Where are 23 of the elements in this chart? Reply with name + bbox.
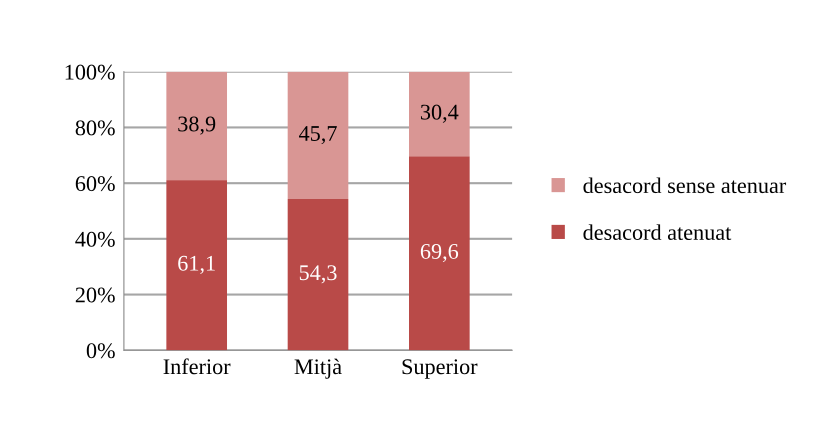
- bar: [409, 156, 470, 350]
- legend-label: desacord atenuat: [583, 224, 732, 240]
- bar: [166, 180, 228, 350]
- x-tick-label: Inferior: [164, 358, 230, 374]
- bar: [288, 199, 348, 350]
- bar: [288, 72, 348, 200]
- y-tick-label: 0%: [86, 343, 115, 358]
- data-label: 61,1: [178, 256, 215, 274]
- x-tick-label: Superior: [402, 359, 478, 379]
- data-label: 69,6: [420, 244, 458, 262]
- bar: [409, 72, 470, 156]
- x-tick-label: Mitjà: [294, 358, 342, 379]
- legend-label: desacord sense atenuar: [583, 178, 786, 194]
- data-label: 54,3: [300, 265, 337, 284]
- y-tick-label: 100%: [66, 64, 115, 80]
- y-tick-label: 20%: [76, 287, 115, 303]
- data-label: 45,7: [299, 126, 337, 144]
- y-tick-label: 80%: [76, 120, 115, 136]
- y-tick-label: 40%: [75, 232, 115, 247]
- y-tick-label: 60%: [76, 176, 115, 192]
- bar: [166, 72, 228, 180]
- data-label: 38,9: [178, 116, 216, 135]
- data-label: 30,4: [420, 104, 458, 123]
